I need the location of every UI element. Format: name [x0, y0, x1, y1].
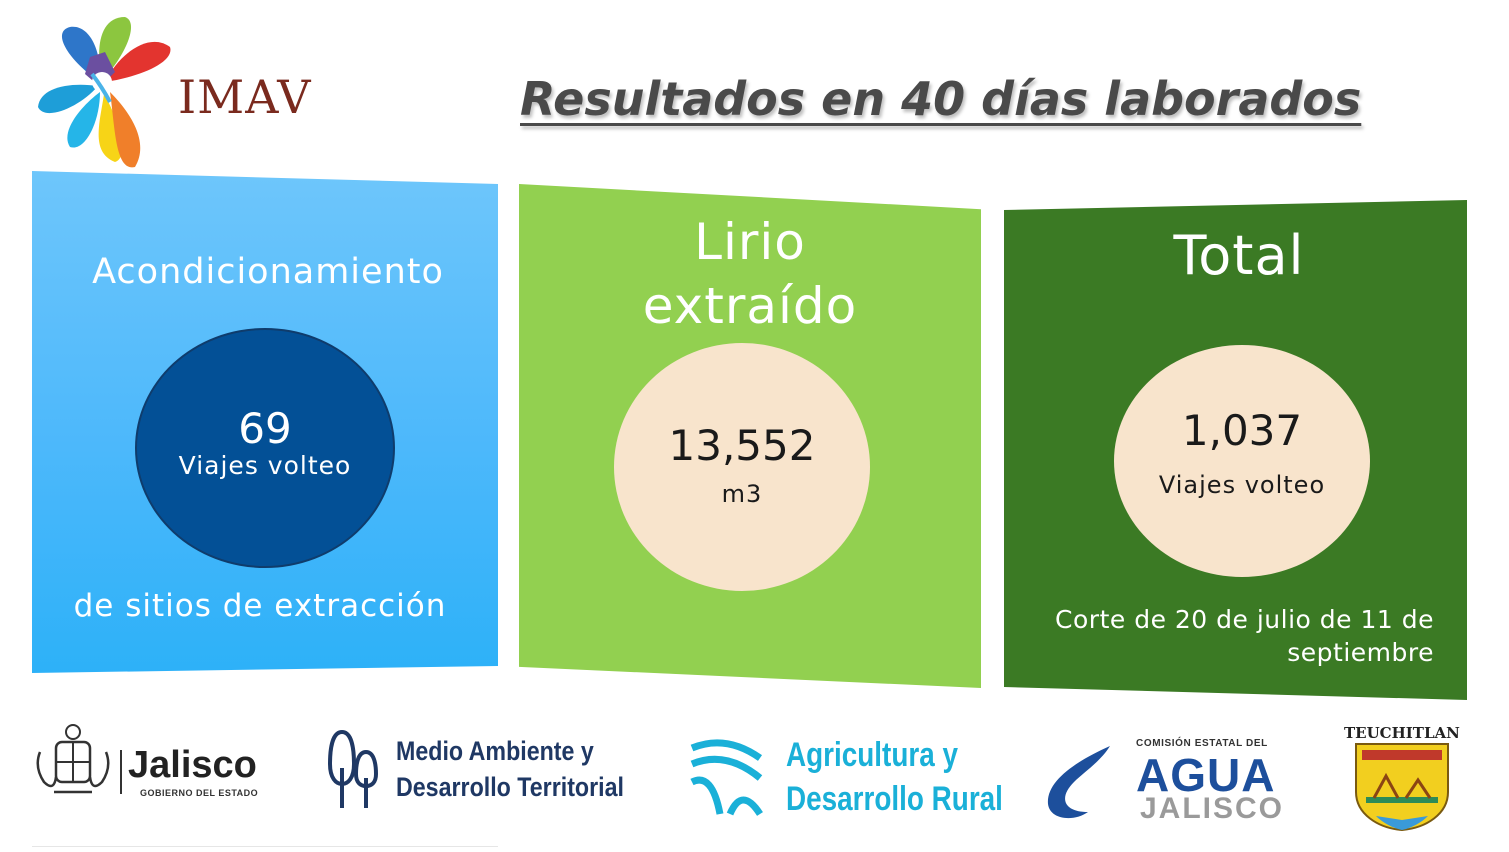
agua-sub: JALISCO — [1140, 792, 1285, 825]
panel-lirio-title-line2: extraído — [642, 277, 858, 335]
teuchitlan-name: TEUCHITLAN — [1344, 724, 1460, 742]
waves-icon — [690, 739, 763, 816]
teuchitlan-shield-icon — [1355, 743, 1449, 832]
page-title: Resultados en 40 días laborados — [520, 72, 1362, 126]
jalisco-divider — [120, 750, 122, 794]
water-drop-icon — [1047, 746, 1110, 819]
agricultura-logo: Agricultura y Desarrollo Rural — [686, 734, 1016, 820]
simav-logo-text: IMAV — [178, 70, 312, 124]
acondicionamiento-unit: Viajes volteo — [178, 450, 352, 480]
acondicionamiento-value: 69 — [238, 403, 292, 453]
medio-ambiente-logo: Medio Ambiente y Desarrollo Territorial — [328, 728, 638, 810]
total-unit: Viajes volteo — [1158, 471, 1326, 499]
agua-main: AGUA — [1136, 749, 1276, 801]
lirio-circle: 13,552 m3 — [614, 343, 870, 591]
teuchitlan-logo: TEUCHITLAN — [1340, 724, 1460, 834]
acondicionamiento-circle: 69 Viajes volteo — [135, 328, 395, 568]
jalisco-logo-sub: GOBIERNO DEL ESTADO — [140, 788, 259, 798]
panel-lirio-title-line1: Lirio — [694, 213, 806, 271]
medio-ambiente-line2: Desarrollo Territorial — [396, 772, 624, 802]
agricultura-line1: Agricultura y — [786, 736, 958, 774]
jalisco-logo: Jalisco GOBIERNO DEL ESTADO — [34, 722, 284, 802]
lirio-unit: m3 — [721, 480, 763, 508]
agricultura-line2: Desarrollo Rural — [786, 780, 1003, 818]
medio-ambiente-line1: Medio Ambiente y — [396, 736, 594, 766]
panel-total-title: Total — [1173, 224, 1305, 287]
total-value: 1,037 — [1181, 406, 1303, 455]
jalisco-logo-name: Jalisco — [128, 744, 257, 786]
panel-acondicionamiento-title: Acondicionamiento — [92, 252, 444, 292]
simav-flower-icon — [38, 17, 171, 168]
simav-logo: IMAV — [30, 12, 340, 172]
panel-total-footer-line2: septiembre — [1287, 638, 1434, 667]
lirio-value: 13,552 — [668, 421, 816, 470]
panel-acondicionamiento-footer: de sitios de extracción — [73, 588, 447, 624]
total-circle: 1,037 Viajes volteo — [1114, 345, 1370, 577]
agua-top: COMISIÓN ESTATAL DEL — [1136, 738, 1268, 749]
bottom-divider — [32, 846, 498, 847]
jalisco-coat-of-arms-icon — [36, 724, 110, 794]
agua-jalisco-logo: COMISIÓN ESTATAL DEL AGUA JALISCO — [1044, 736, 1284, 825]
panel-total-footer-line1: Corte de 20 de julio de 11 de — [1055, 605, 1434, 634]
trees-icon — [328, 729, 379, 808]
